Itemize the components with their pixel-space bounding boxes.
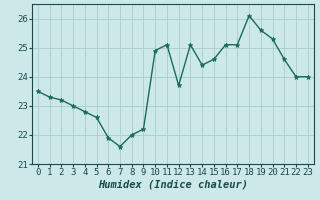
X-axis label: Humidex (Indice chaleur): Humidex (Indice chaleur) [98,180,248,190]
